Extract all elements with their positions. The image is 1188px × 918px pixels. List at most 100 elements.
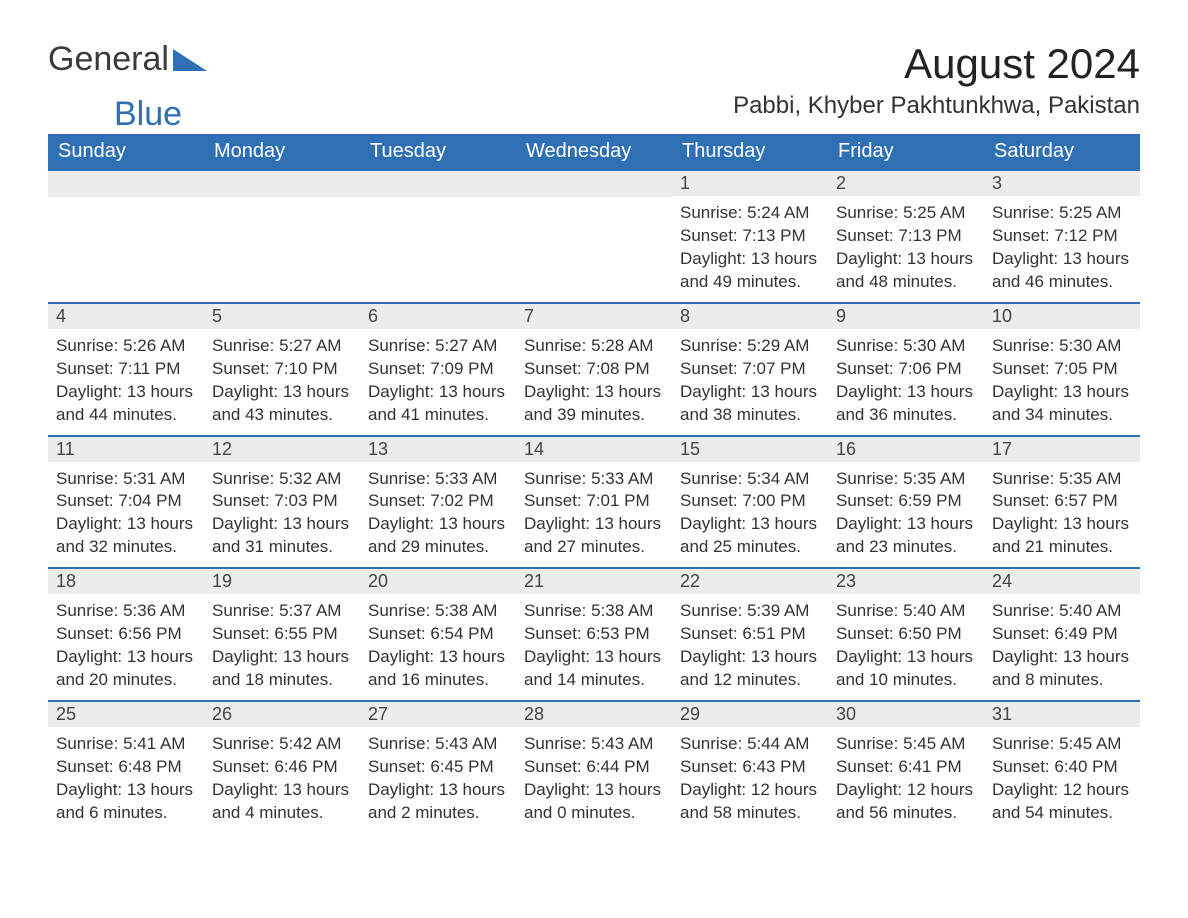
calendar-cell: 1Sunrise: 5:24 AMSunset: 7:13 PMDaylight… bbox=[672, 170, 828, 303]
logo-text-1: General bbox=[48, 40, 169, 79]
day-details: Sunrise: 5:25 AMSunset: 7:12 PMDaylight:… bbox=[984, 196, 1140, 302]
calendar-cell: 16Sunrise: 5:35 AMSunset: 6:59 PMDayligh… bbox=[828, 436, 984, 569]
day-number: 17 bbox=[984, 437, 1140, 462]
day-number-empty bbox=[204, 171, 360, 197]
day-number-empty bbox=[516, 171, 672, 197]
day-number: 8 bbox=[672, 304, 828, 329]
day-number: 6 bbox=[360, 304, 516, 329]
day-number: 10 bbox=[984, 304, 1140, 329]
day-details: Sunrise: 5:34 AMSunset: 7:00 PMDaylight:… bbox=[672, 462, 828, 568]
day-details: Sunrise: 5:31 AMSunset: 7:04 PMDaylight:… bbox=[48, 462, 204, 568]
day-details: Sunrise: 5:35 AMSunset: 6:57 PMDaylight:… bbox=[984, 462, 1140, 568]
day-number: 21 bbox=[516, 569, 672, 594]
day-header: Saturday bbox=[984, 134, 1140, 170]
day-number: 26 bbox=[204, 702, 360, 727]
day-number: 18 bbox=[48, 569, 204, 594]
day-number: 16 bbox=[828, 437, 984, 462]
calendar-cell: 10Sunrise: 5:30 AMSunset: 7:05 PMDayligh… bbox=[984, 303, 1140, 436]
day-details: Sunrise: 5:25 AMSunset: 7:13 PMDaylight:… bbox=[828, 196, 984, 302]
calendar-cell: 8Sunrise: 5:29 AMSunset: 7:07 PMDaylight… bbox=[672, 303, 828, 436]
calendar-cell: 4Sunrise: 5:26 AMSunset: 7:11 PMDaylight… bbox=[48, 303, 204, 436]
day-header: Monday bbox=[204, 134, 360, 170]
day-header: Tuesday bbox=[360, 134, 516, 170]
day-number: 15 bbox=[672, 437, 828, 462]
calendar-cell: 13Sunrise: 5:33 AMSunset: 7:02 PMDayligh… bbox=[360, 436, 516, 569]
calendar-cell: 25Sunrise: 5:41 AMSunset: 6:48 PMDayligh… bbox=[48, 701, 204, 833]
calendar-cell: 20Sunrise: 5:38 AMSunset: 6:54 PMDayligh… bbox=[360, 568, 516, 701]
day-number: 27 bbox=[360, 702, 516, 727]
day-header: Sunday bbox=[48, 134, 204, 170]
day-details: Sunrise: 5:28 AMSunset: 7:08 PMDaylight:… bbox=[516, 329, 672, 435]
day-details: Sunrise: 5:45 AMSunset: 6:41 PMDaylight:… bbox=[828, 727, 984, 833]
calendar-cell: 18Sunrise: 5:36 AMSunset: 6:56 PMDayligh… bbox=[48, 568, 204, 701]
day-header: Friday bbox=[828, 134, 984, 170]
calendar-cell: 6Sunrise: 5:27 AMSunset: 7:09 PMDaylight… bbox=[360, 303, 516, 436]
day-details: Sunrise: 5:40 AMSunset: 6:50 PMDaylight:… bbox=[828, 594, 984, 700]
calendar-cell: 21Sunrise: 5:38 AMSunset: 6:53 PMDayligh… bbox=[516, 568, 672, 701]
calendar-cell: 9Sunrise: 5:30 AMSunset: 7:06 PMDaylight… bbox=[828, 303, 984, 436]
calendar-cell: 27Sunrise: 5:43 AMSunset: 6:45 PMDayligh… bbox=[360, 701, 516, 833]
day-number: 4 bbox=[48, 304, 204, 329]
day-number: 5 bbox=[204, 304, 360, 329]
calendar-cell bbox=[48, 170, 204, 303]
calendar-cell: 31Sunrise: 5:45 AMSunset: 6:40 PMDayligh… bbox=[984, 701, 1140, 833]
day-details: Sunrise: 5:40 AMSunset: 6:49 PMDaylight:… bbox=[984, 594, 1140, 700]
day-details: Sunrise: 5:41 AMSunset: 6:48 PMDaylight:… bbox=[48, 727, 204, 833]
calendar-cell: 2Sunrise: 5:25 AMSunset: 7:13 PMDaylight… bbox=[828, 170, 984, 303]
day-details: Sunrise: 5:27 AMSunset: 7:10 PMDaylight:… bbox=[204, 329, 360, 435]
calendar-cell: 11Sunrise: 5:31 AMSunset: 7:04 PMDayligh… bbox=[48, 436, 204, 569]
day-details: Sunrise: 5:38 AMSunset: 6:54 PMDaylight:… bbox=[360, 594, 516, 700]
day-details: Sunrise: 5:29 AMSunset: 7:07 PMDaylight:… bbox=[672, 329, 828, 435]
calendar-cell: 17Sunrise: 5:35 AMSunset: 6:57 PMDayligh… bbox=[984, 436, 1140, 569]
day-details: Sunrise: 5:35 AMSunset: 6:59 PMDaylight:… bbox=[828, 462, 984, 568]
logo-text-2: Blue bbox=[114, 95, 182, 134]
day-number-empty bbox=[48, 171, 204, 197]
day-details: Sunrise: 5:42 AMSunset: 6:46 PMDaylight:… bbox=[204, 727, 360, 833]
calendar-cell: 29Sunrise: 5:44 AMSunset: 6:43 PMDayligh… bbox=[672, 701, 828, 833]
calendar-cell: 24Sunrise: 5:40 AMSunset: 6:49 PMDayligh… bbox=[984, 568, 1140, 701]
day-header: Thursday bbox=[672, 134, 828, 170]
calendar-cell: 22Sunrise: 5:39 AMSunset: 6:51 PMDayligh… bbox=[672, 568, 828, 701]
day-number: 19 bbox=[204, 569, 360, 594]
day-details: Sunrise: 5:24 AMSunset: 7:13 PMDaylight:… bbox=[672, 196, 828, 302]
day-details: Sunrise: 5:45 AMSunset: 6:40 PMDaylight:… bbox=[984, 727, 1140, 833]
calendar-cell: 14Sunrise: 5:33 AMSunset: 7:01 PMDayligh… bbox=[516, 436, 672, 569]
day-details: Sunrise: 5:32 AMSunset: 7:03 PMDaylight:… bbox=[204, 462, 360, 568]
calendar-cell: 30Sunrise: 5:45 AMSunset: 6:41 PMDayligh… bbox=[828, 701, 984, 833]
calendar-table: SundayMondayTuesdayWednesdayThursdayFrid… bbox=[48, 134, 1140, 833]
day-details: Sunrise: 5:33 AMSunset: 7:02 PMDaylight:… bbox=[360, 462, 516, 568]
day-details: Sunrise: 5:26 AMSunset: 7:11 PMDaylight:… bbox=[48, 329, 204, 435]
day-number: 7 bbox=[516, 304, 672, 329]
day-number: 23 bbox=[828, 569, 984, 594]
day-number: 31 bbox=[984, 702, 1140, 727]
day-number: 1 bbox=[672, 171, 828, 196]
day-details: Sunrise: 5:38 AMSunset: 6:53 PMDaylight:… bbox=[516, 594, 672, 700]
calendar-cell: 3Sunrise: 5:25 AMSunset: 7:12 PMDaylight… bbox=[984, 170, 1140, 303]
day-number: 11 bbox=[48, 437, 204, 462]
day-details: Sunrise: 5:37 AMSunset: 6:55 PMDaylight:… bbox=[204, 594, 360, 700]
calendar-cell: 28Sunrise: 5:43 AMSunset: 6:44 PMDayligh… bbox=[516, 701, 672, 833]
calendar-cell: 15Sunrise: 5:34 AMSunset: 7:00 PMDayligh… bbox=[672, 436, 828, 569]
calendar-cell: 26Sunrise: 5:42 AMSunset: 6:46 PMDayligh… bbox=[204, 701, 360, 833]
day-details: Sunrise: 5:43 AMSunset: 6:44 PMDaylight:… bbox=[516, 727, 672, 833]
day-details: Sunrise: 5:27 AMSunset: 7:09 PMDaylight:… bbox=[360, 329, 516, 435]
day-number: 9 bbox=[828, 304, 984, 329]
location-subtitle: Pabbi, Khyber Pakhtunkhwa, Pakistan bbox=[733, 92, 1140, 120]
day-number: 25 bbox=[48, 702, 204, 727]
day-number: 29 bbox=[672, 702, 828, 727]
day-details: Sunrise: 5:30 AMSunset: 7:06 PMDaylight:… bbox=[828, 329, 984, 435]
calendar-cell: 12Sunrise: 5:32 AMSunset: 7:03 PMDayligh… bbox=[204, 436, 360, 569]
calendar-cell: 5Sunrise: 5:27 AMSunset: 7:10 PMDaylight… bbox=[204, 303, 360, 436]
page-title: August 2024 bbox=[904, 40, 1140, 88]
day-details: Sunrise: 5:39 AMSunset: 6:51 PMDaylight:… bbox=[672, 594, 828, 700]
day-number: 24 bbox=[984, 569, 1140, 594]
calendar-cell bbox=[204, 170, 360, 303]
day-number: 14 bbox=[516, 437, 672, 462]
logo: General bbox=[48, 40, 207, 79]
logo-flag-icon bbox=[173, 49, 207, 71]
calendar-cell bbox=[360, 170, 516, 303]
day-number: 3 bbox=[984, 171, 1140, 196]
day-details: Sunrise: 5:36 AMSunset: 6:56 PMDaylight:… bbox=[48, 594, 204, 700]
calendar-cell: 7Sunrise: 5:28 AMSunset: 7:08 PMDaylight… bbox=[516, 303, 672, 436]
day-number: 28 bbox=[516, 702, 672, 727]
